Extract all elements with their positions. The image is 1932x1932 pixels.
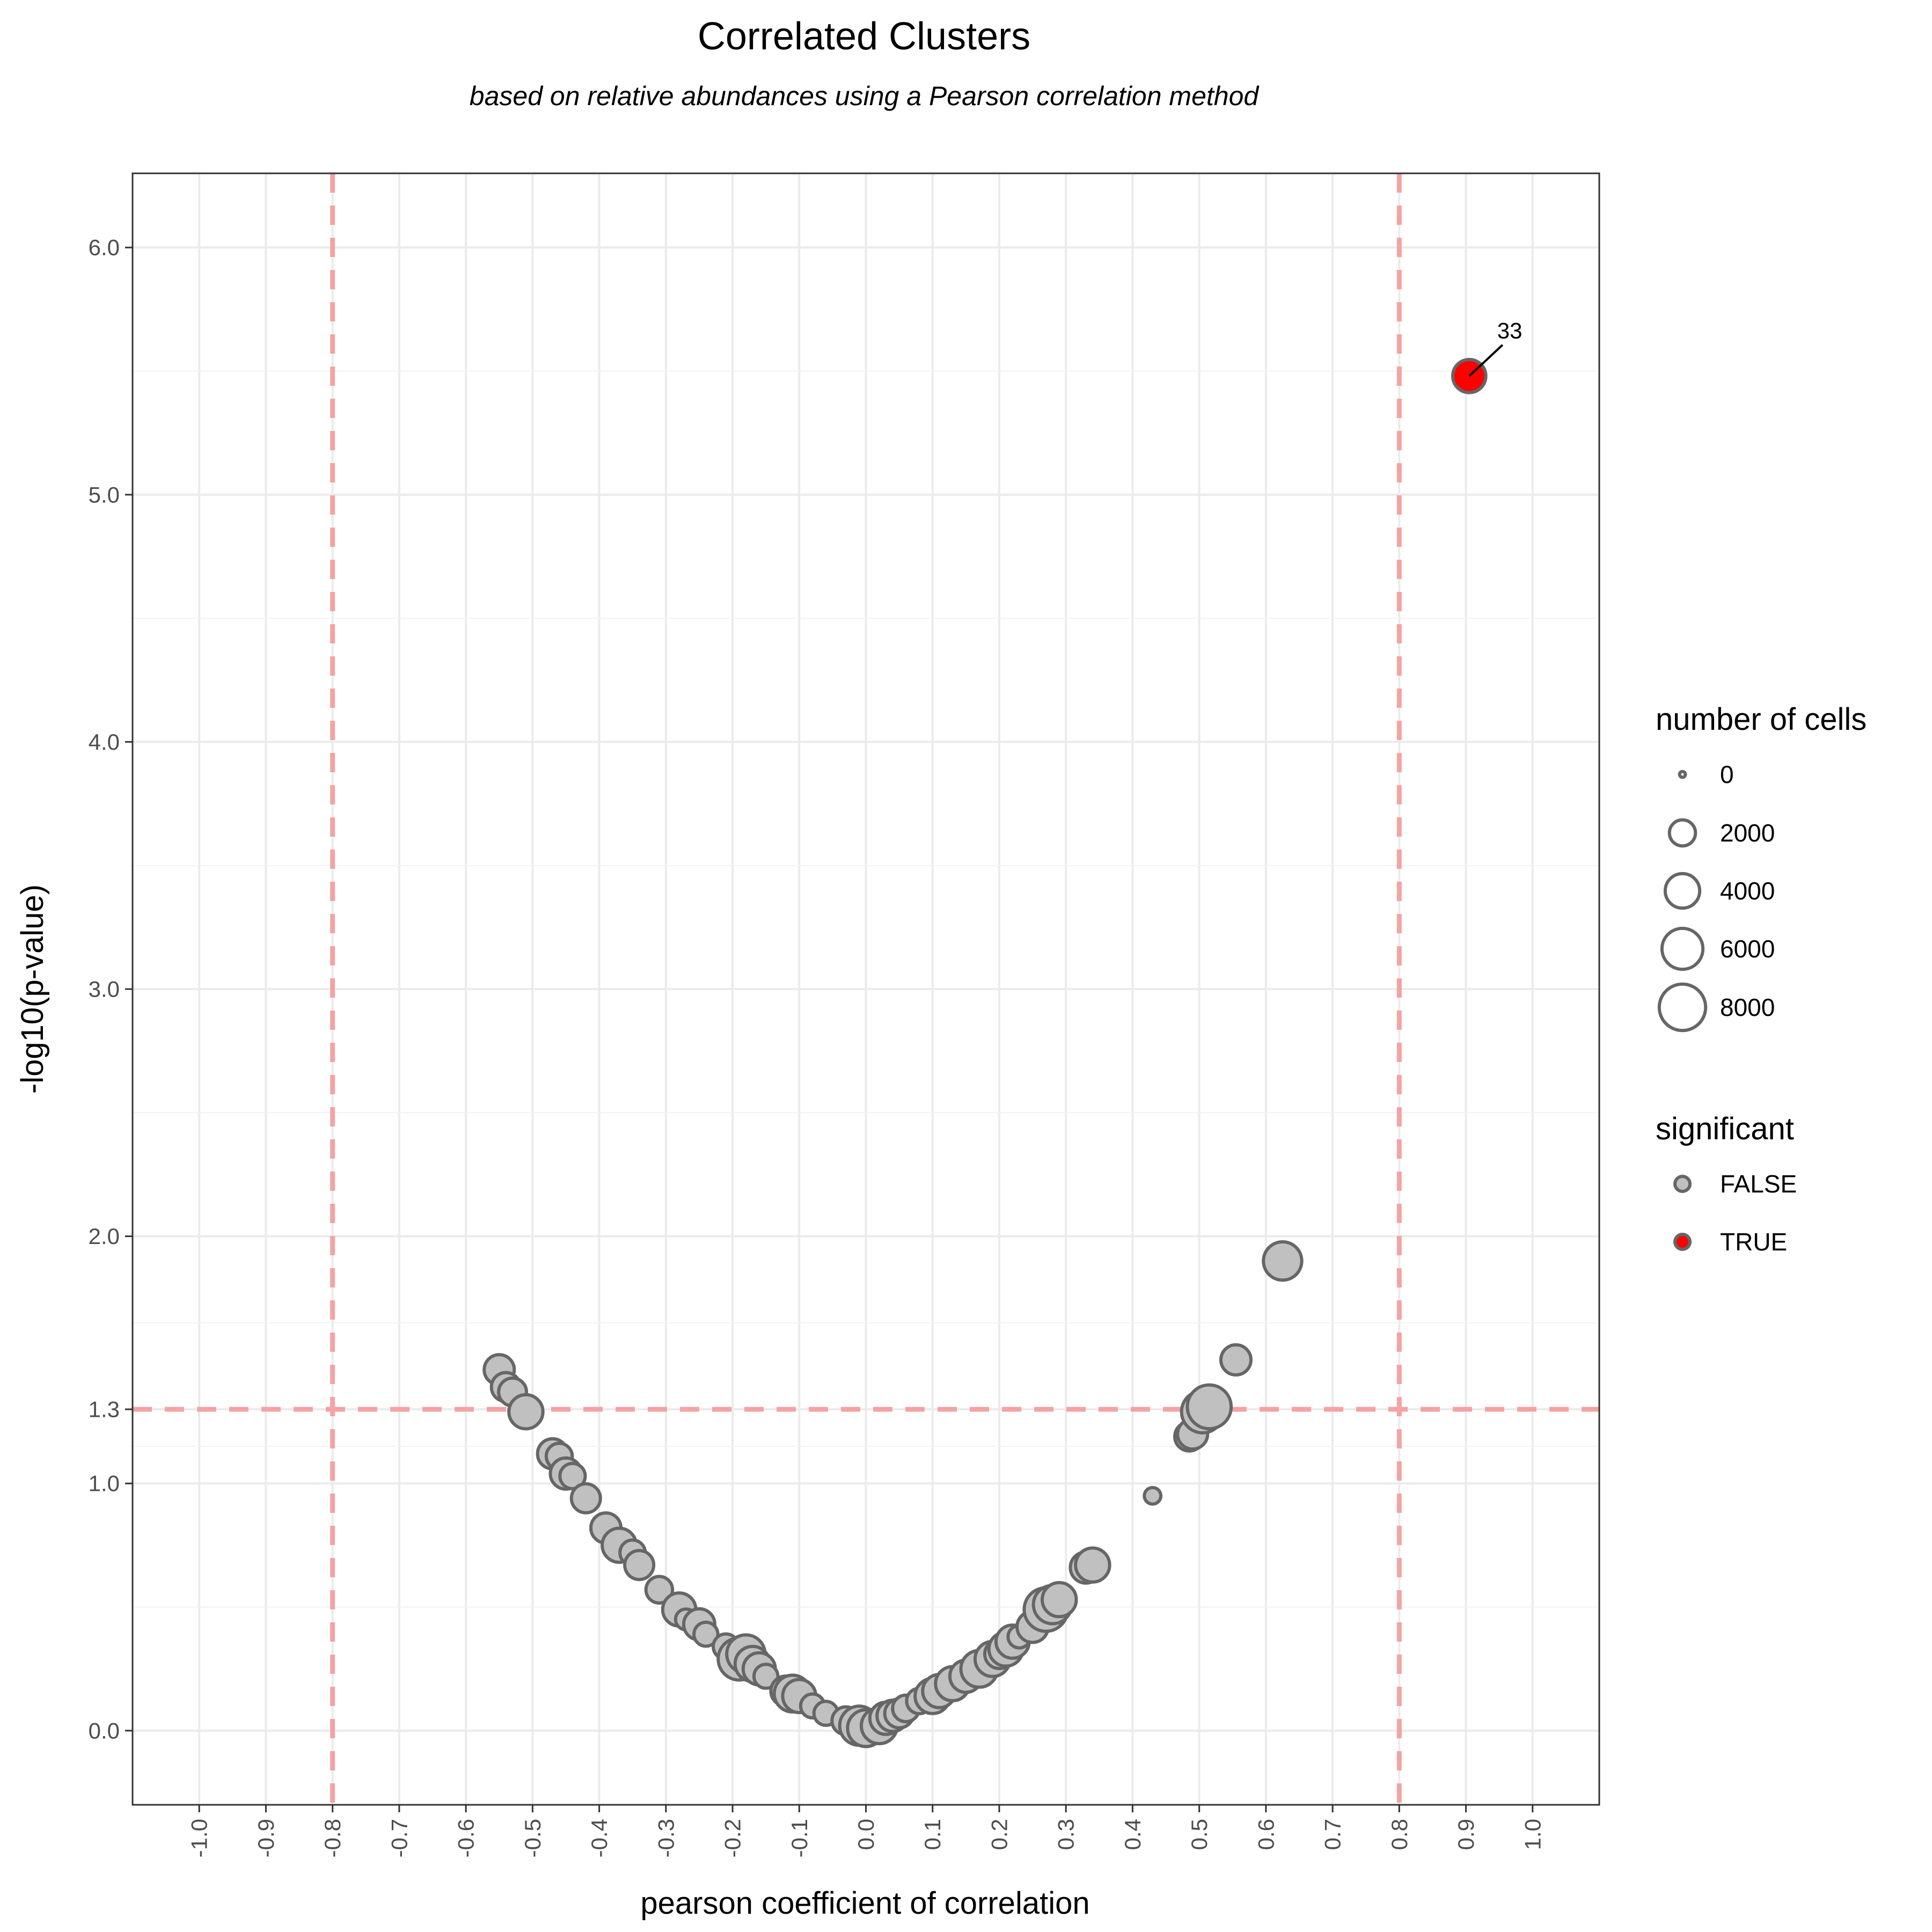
size-legend-key xyxy=(1663,872,1702,910)
y-tick-label: 6.0 xyxy=(89,235,120,260)
x-tick-label: -0.4 xyxy=(587,1819,612,1857)
y-tick-label: 4.0 xyxy=(89,729,120,755)
x-tick-label: -0.9 xyxy=(253,1819,279,1857)
size-legend-label: 8000 xyxy=(1720,993,1775,1021)
chart-subtitle: based on relative abundances using a Pea… xyxy=(470,81,1260,111)
y-axis-title: -log10(p-value) xyxy=(15,884,50,1094)
size-legend-key xyxy=(1660,926,1705,971)
color-legend-key xyxy=(1673,1175,1692,1193)
x-tick-label: 0.6 xyxy=(1253,1819,1278,1850)
color-legend-label: TRUE xyxy=(1720,1228,1787,1256)
x-tick-label: 0.5 xyxy=(1187,1819,1212,1850)
color-legend-label: FALSE xyxy=(1720,1170,1797,1198)
color-legend-key xyxy=(1673,1233,1692,1251)
y-tick-label: 0.0 xyxy=(89,1718,120,1743)
x-tick-label: 0.3 xyxy=(1053,1819,1079,1850)
grid xyxy=(133,173,1599,1805)
x-tick-label: -0.7 xyxy=(386,1819,412,1857)
y-axis-ticks: 0.0 1.0 1.3 2.0 3.0 4.0 5.0 6.0 xyxy=(89,235,133,1743)
point-annotations: 33 xyxy=(1468,318,1523,377)
size-legend-title: number of cells xyxy=(1656,702,1867,737)
cluster-point xyxy=(1143,1485,1163,1506)
x-tick-label: 0.1 xyxy=(920,1819,945,1850)
y-tick-label: 2.0 xyxy=(89,1224,120,1249)
y-tick-label: 5.0 xyxy=(89,482,120,507)
size-legend: 0 2000 4000 6000 8000 xyxy=(1657,760,1775,1033)
size-legend-key xyxy=(1667,818,1697,848)
scatter-points xyxy=(482,357,1488,1748)
x-axis-ticks: -1.0 -0.9 -0.8 -0.7 -0.6 -0.5 -0.4 -0.3 -0.2 -0.1… xyxy=(187,1805,1545,1857)
x-tick-label: 0.9 xyxy=(1453,1819,1479,1850)
reference-lines xyxy=(133,173,1599,1805)
cluster-point xyxy=(692,1620,720,1648)
size-legend-label: 6000 xyxy=(1720,935,1775,963)
cluster-point xyxy=(1262,1240,1304,1282)
y-tick-label: 3.0 xyxy=(89,977,120,1002)
cluster-point xyxy=(1219,1343,1253,1377)
cluster-point xyxy=(569,1482,602,1514)
x-tick-label: 0.8 xyxy=(1387,1819,1412,1850)
cluster-point xyxy=(1074,1546,1111,1584)
cluster-point xyxy=(507,1393,545,1431)
point-label: 33 xyxy=(1497,318,1523,343)
chart-title: Correlated Clusters xyxy=(698,15,1030,58)
cluster-point xyxy=(558,1461,587,1490)
label-leader-line xyxy=(1468,344,1504,377)
x-tick-label: -0.3 xyxy=(653,1819,678,1857)
x-tick-label: 0.7 xyxy=(1320,1819,1345,1850)
x-tick-label: -0.2 xyxy=(720,1819,745,1857)
x-tick-label: 0.0 xyxy=(853,1819,879,1850)
size-legend-label: 2000 xyxy=(1720,819,1775,847)
x-tick-label: -0.6 xyxy=(453,1819,479,1857)
x-tick-label: -0.5 xyxy=(520,1819,545,1857)
cluster-point xyxy=(1185,1383,1233,1431)
y-tick-label: 1.3 xyxy=(89,1397,120,1422)
x-tick-label: -1.0 xyxy=(187,1819,212,1857)
cluster-point xyxy=(644,1575,675,1605)
x-tick-label: -0.8 xyxy=(320,1819,345,1857)
x-tick-label: 0.2 xyxy=(986,1819,1012,1850)
color-legend-title: significant xyxy=(1656,1111,1794,1146)
size-legend-key xyxy=(1678,770,1687,779)
x-tick-label: 0.4 xyxy=(1120,1819,1145,1850)
cluster-point xyxy=(1041,1580,1078,1619)
color-legend: FALSE TRUE xyxy=(1673,1170,1797,1256)
x-tick-label: 1.0 xyxy=(1520,1819,1545,1850)
size-legend-label: 4000 xyxy=(1720,877,1775,905)
x-tick-label: -0.1 xyxy=(787,1819,812,1857)
size-legend-key xyxy=(1657,982,1708,1033)
size-legend-label: 0 xyxy=(1720,760,1734,788)
y-tick-label: 1.0 xyxy=(89,1471,120,1496)
cluster-point xyxy=(623,1549,656,1582)
x-axis-title: pearson coefficient of correlation xyxy=(640,1886,1089,1921)
